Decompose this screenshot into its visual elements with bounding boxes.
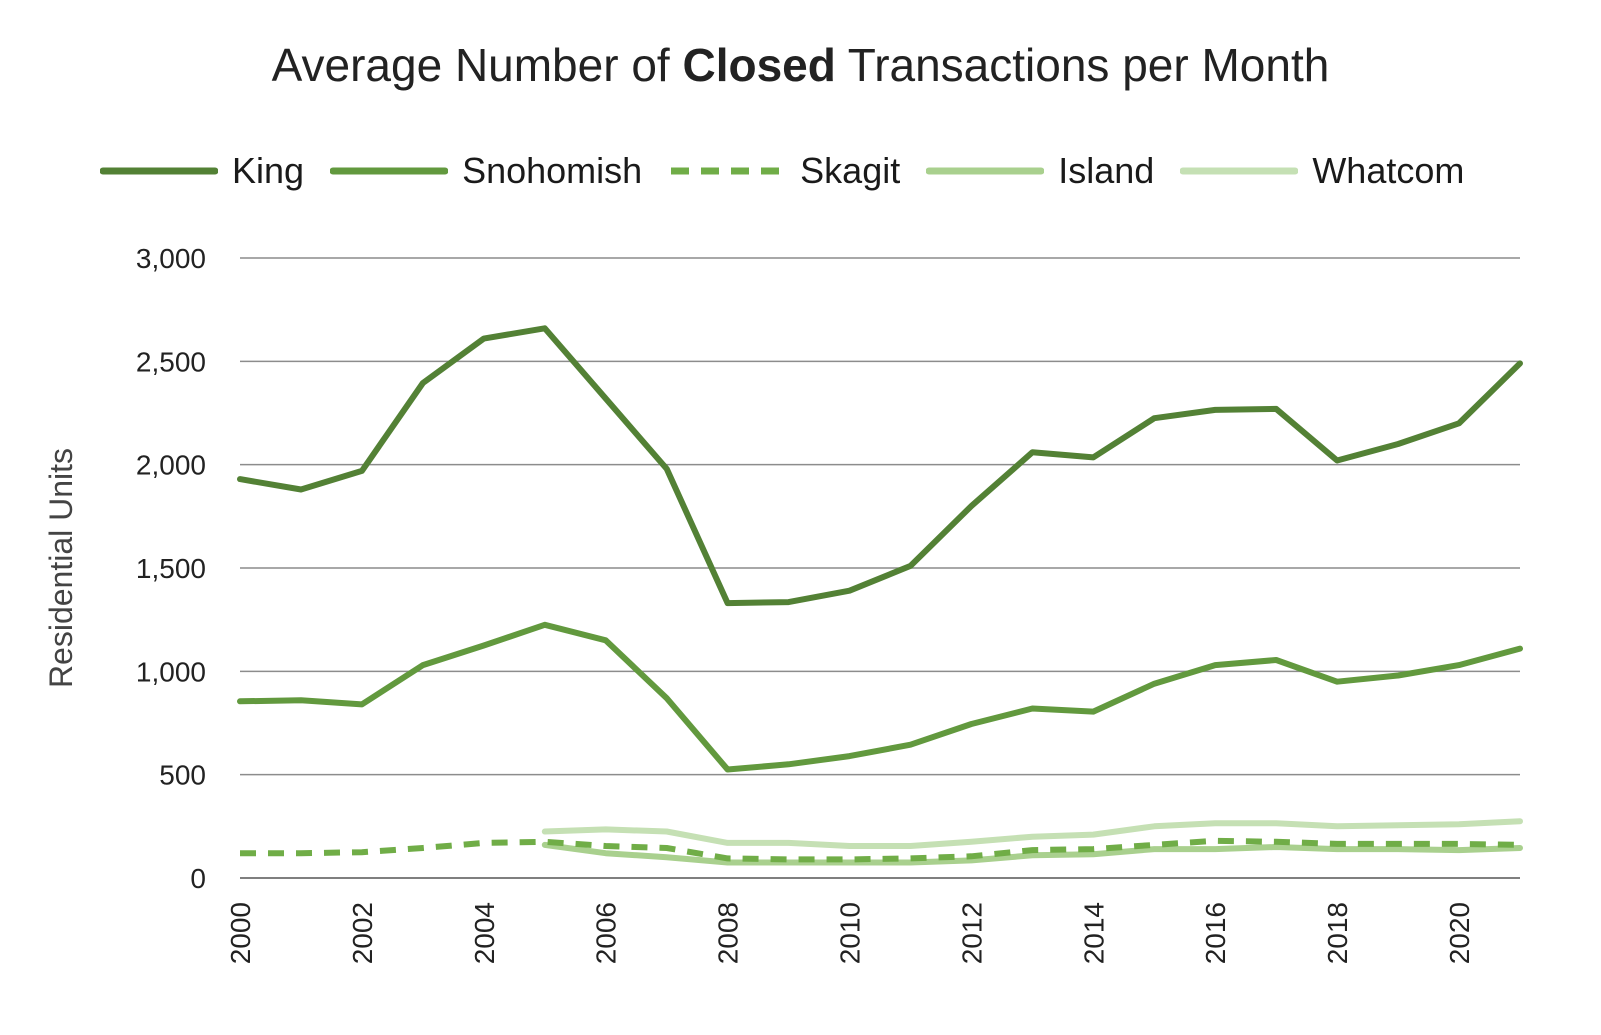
gridlines (240, 257, 1520, 879)
legend-item-snohomish: Snohomish (330, 150, 642, 192)
legend-label: Snohomish (462, 150, 643, 191)
y-tick-label: 2,500 (136, 346, 206, 377)
x-tick-label: 2014 (1078, 902, 1109, 964)
x-tick-labels: 2000 2002 2004 2006 2008 2010 2012 2014 2016 2018… (225, 902, 1475, 964)
legend: King Snohomish Skagit Island Whatcom (100, 148, 1490, 194)
legend-label: Skagit (800, 150, 901, 191)
y-tick-label: 0 (190, 863, 206, 894)
legend-item-whatcom: Whatcom (1180, 150, 1464, 192)
series-line-whatcom (541, 818, 1523, 849)
legend-swatch-skagit (671, 167, 784, 175)
legend-swatch-snohomish (330, 167, 449, 175)
chart-title-prefix: Average Number of (271, 39, 670, 91)
x-tick-label: 2010 (835, 902, 866, 964)
x-tick-label: 2002 (347, 902, 378, 964)
series-line-island (541, 841, 1523, 866)
x-tick-label: 2020 (1444, 902, 1475, 964)
legend-swatch-whatcom (1180, 167, 1299, 175)
legend-swatch-king (100, 167, 218, 175)
chart-title: Average Number of Closed Transactions pe… (0, 38, 1601, 92)
x-tick-label: 2000 (225, 902, 256, 964)
y-axis-label: Residential Units (43, 448, 79, 688)
series-lines (237, 325, 1523, 866)
legend-label: Whatcom (1312, 150, 1465, 191)
series-line-snohomish (237, 621, 1523, 773)
y-tick-label: 2,000 (136, 450, 206, 481)
legend-swatch-island (926, 167, 1045, 175)
legend-item-king: King (100, 150, 304, 192)
x-tick-label: 2012 (956, 902, 987, 964)
y-tick-label: 3,000 (136, 243, 206, 274)
legend-label: King (232, 150, 305, 191)
x-tick-label: 2016 (1200, 902, 1231, 964)
x-tick-label: 2006 (591, 902, 622, 964)
chart-title-bold: Closed (682, 39, 836, 91)
y-tick-label: 1,500 (136, 553, 206, 584)
legend-label: Island (1058, 150, 1155, 191)
series-line-king (237, 325, 1523, 607)
y-tick-labels: 0 500 1,000 1,500 2,000 2,500 3,000 (136, 243, 206, 894)
chart-title-suffix: Transactions per Month (847, 39, 1330, 91)
series-line-skagit (240, 837, 1521, 863)
x-tick-label: 2004 (469, 902, 500, 964)
legend-item-island: Island (926, 150, 1154, 192)
x-tick-label: 2008 (713, 902, 744, 964)
legend-item-skagit: Skagit (668, 150, 900, 192)
y-tick-label: 1,000 (136, 656, 206, 687)
x-tick-label: 2018 (1322, 902, 1353, 964)
y-tick-label: 500 (159, 760, 206, 791)
